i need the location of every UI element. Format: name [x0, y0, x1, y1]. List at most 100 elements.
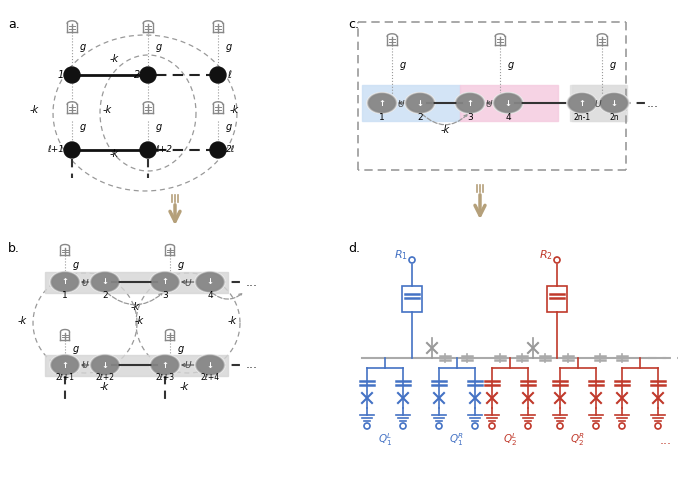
Text: 3: 3: [467, 112, 473, 121]
Text: ↓: ↓: [416, 99, 423, 108]
Text: 1: 1: [62, 291, 68, 300]
Text: ↑: ↑: [379, 99, 386, 108]
Ellipse shape: [195, 272, 225, 293]
Text: g: g: [508, 60, 514, 70]
Text: 2n-1: 2n-1: [573, 112, 590, 121]
Text: d.: d.: [348, 242, 360, 255]
Bar: [362, 85, 460, 121]
Text: g: g: [156, 42, 162, 52]
Text: g: g: [400, 60, 406, 70]
Text: ↓: ↓: [206, 277, 214, 287]
Text: g: g: [226, 122, 232, 132]
Text: $Q_2^R$: $Q_2^R$: [571, 432, 586, 448]
Ellipse shape: [90, 355, 120, 376]
Ellipse shape: [600, 93, 628, 113]
Text: g: g: [156, 122, 162, 132]
Ellipse shape: [368, 93, 396, 113]
Ellipse shape: [367, 93, 397, 113]
Circle shape: [655, 423, 661, 429]
Bar: [460, 85, 558, 121]
Text: ↑: ↑: [162, 277, 169, 287]
Ellipse shape: [197, 355, 223, 374]
Text: 4: 4: [207, 291, 213, 300]
Ellipse shape: [150, 272, 180, 293]
Circle shape: [489, 423, 495, 429]
Ellipse shape: [51, 273, 79, 292]
Circle shape: [409, 257, 415, 263]
Text: ℓ+1: ℓ+1: [47, 145, 64, 155]
Ellipse shape: [197, 356, 223, 374]
Text: 2ℓ+1: 2ℓ+1: [55, 374, 75, 382]
Circle shape: [554, 257, 560, 263]
Bar: [572, 85, 627, 121]
Ellipse shape: [569, 94, 595, 112]
Text: ...: ...: [647, 97, 659, 109]
Text: ℓ: ℓ: [227, 70, 231, 80]
Text: $R_1$: $R_1$: [394, 248, 408, 262]
Text: 2: 2: [102, 291, 108, 300]
Text: g: g: [80, 122, 86, 132]
Ellipse shape: [369, 94, 395, 112]
Ellipse shape: [52, 273, 78, 291]
Text: ↑: ↑: [62, 360, 68, 370]
Text: 1: 1: [379, 112, 385, 121]
Ellipse shape: [151, 273, 179, 292]
Text: 3: 3: [162, 291, 168, 300]
Ellipse shape: [151, 272, 179, 292]
Text: ↓: ↓: [504, 99, 512, 108]
Text: U: U: [595, 100, 601, 109]
Text: c.: c.: [348, 18, 359, 31]
Ellipse shape: [151, 355, 179, 375]
Ellipse shape: [406, 93, 434, 113]
Text: a.: a.: [8, 18, 20, 31]
Text: -k: -k: [180, 382, 189, 392]
Text: ↑: ↑: [466, 99, 473, 108]
Text: b.: b.: [8, 242, 20, 255]
Bar: [547, 286, 567, 312]
Ellipse shape: [405, 93, 435, 113]
Text: g: g: [73, 260, 79, 270]
Bar: [402, 286, 422, 312]
Ellipse shape: [52, 356, 78, 374]
Ellipse shape: [407, 94, 433, 112]
Circle shape: [140, 67, 156, 83]
Circle shape: [525, 423, 531, 429]
Ellipse shape: [406, 93, 434, 113]
Text: 2n: 2n: [609, 112, 619, 121]
Ellipse shape: [599, 93, 629, 113]
Text: $Q_1^R$: $Q_1^R$: [449, 432, 464, 448]
Ellipse shape: [92, 273, 118, 291]
Ellipse shape: [369, 94, 395, 112]
Ellipse shape: [90, 355, 120, 375]
Ellipse shape: [406, 94, 434, 112]
Ellipse shape: [51, 355, 79, 375]
Text: U: U: [82, 361, 88, 371]
Text: U: U: [486, 100, 493, 109]
Text: $R_2$: $R_2$: [539, 248, 553, 262]
FancyArrowPatch shape: [107, 293, 162, 305]
Text: ↓: ↓: [610, 99, 617, 108]
Circle shape: [400, 423, 406, 429]
Text: -k: -k: [103, 105, 112, 115]
Text: -k: -k: [230, 105, 239, 115]
Text: ↓: ↓: [101, 277, 108, 287]
Text: ...: ...: [660, 434, 672, 446]
Ellipse shape: [91, 273, 119, 292]
Text: -k: -k: [130, 302, 140, 312]
Text: g: g: [178, 260, 184, 270]
Ellipse shape: [50, 272, 80, 293]
Text: 1: 1: [58, 70, 64, 80]
Ellipse shape: [568, 93, 596, 113]
Text: U: U: [82, 278, 88, 288]
Text: ↑: ↑: [579, 99, 586, 108]
Text: g: g: [80, 42, 86, 52]
Text: -k: -k: [135, 316, 144, 326]
Text: -k: -k: [18, 316, 27, 326]
Ellipse shape: [493, 93, 523, 113]
Ellipse shape: [567, 93, 597, 113]
Circle shape: [436, 423, 442, 429]
Ellipse shape: [196, 273, 224, 292]
Ellipse shape: [601, 94, 627, 112]
Ellipse shape: [455, 93, 485, 113]
FancyArrowPatch shape: [422, 114, 467, 125]
